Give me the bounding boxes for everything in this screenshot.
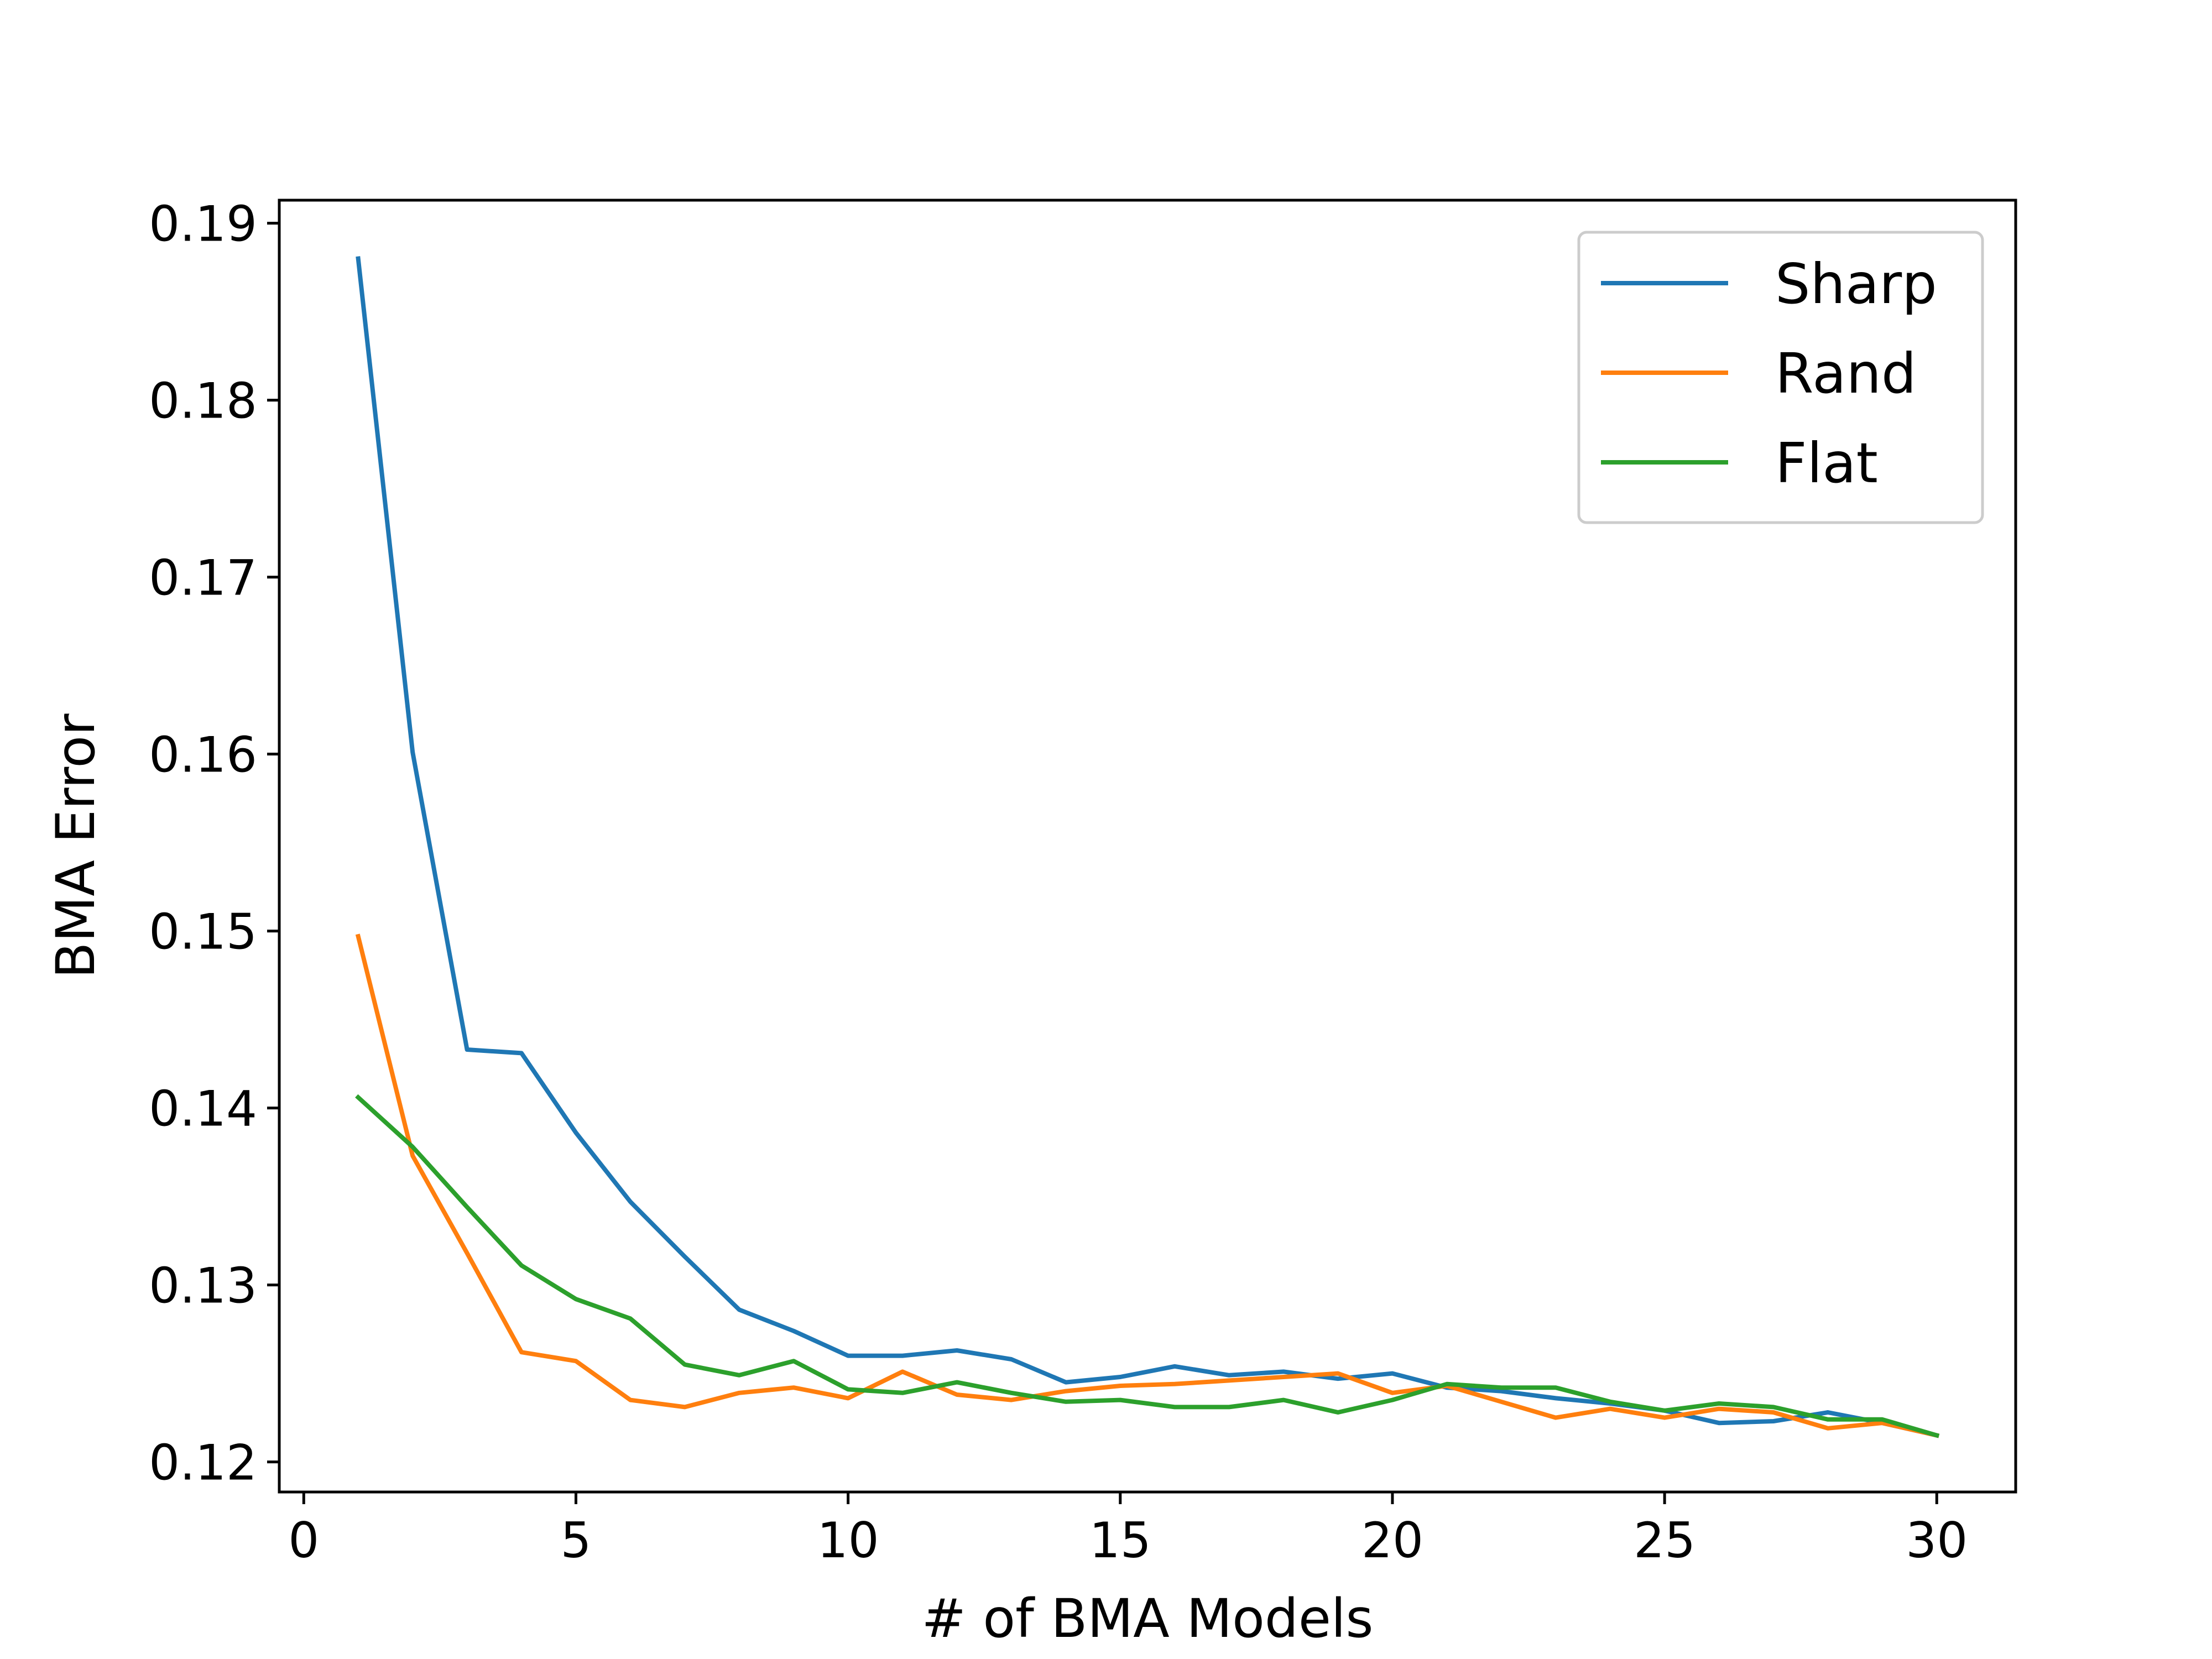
y-tick-label: 0.14 [149, 1081, 257, 1138]
x-tick-label: 20 [1361, 1512, 1423, 1569]
y-tick-label: 0.15 [149, 904, 257, 961]
plot-area-frame [278, 199, 2017, 1494]
legend: Sharp Rand Flat [1577, 231, 1984, 524]
x-tick-label: 15 [1089, 1512, 1151, 1569]
series-line-sharp [356, 256, 1940, 1438]
plot-marks [355, 256, 1940, 1438]
y-axis-label: BMA Error [45, 713, 107, 978]
y-tick-label: 0.19 [149, 196, 257, 253]
legend-label-rand: Rand [1775, 341, 1916, 406]
x-axis-label: # of BMA Models [921, 1588, 1373, 1650]
y-tick-label: 0.13 [149, 1258, 257, 1314]
x-axis-ticks: 0 5 10 15 20 25 30 [288, 1492, 1968, 1569]
legend-label-sharp: Sharp [1775, 252, 1937, 316]
x-tick-label: 0 [288, 1512, 319, 1569]
y-tick-label: 0.12 [149, 1434, 257, 1491]
x-tick-label: 25 [1634, 1512, 1695, 1569]
y-tick-label: 0.16 [149, 727, 257, 784]
y-axis-ticks: 0.12 0.13 0.14 0.15 0.16 0.17 0.18 0.19 [149, 196, 279, 1491]
series-line-flat [355, 1094, 1940, 1438]
series-line-rand [355, 933, 1940, 1438]
y-tick-label: 0.18 [149, 373, 257, 430]
y-tick-label: 0.17 [149, 550, 257, 607]
x-tick-label: 10 [817, 1512, 879, 1569]
legend-box [1577, 231, 1984, 524]
legend-label-flat: Flat [1775, 431, 1878, 495]
x-tick-label: 5 [560, 1512, 591, 1569]
x-tick-label: 30 [1906, 1512, 1968, 1569]
